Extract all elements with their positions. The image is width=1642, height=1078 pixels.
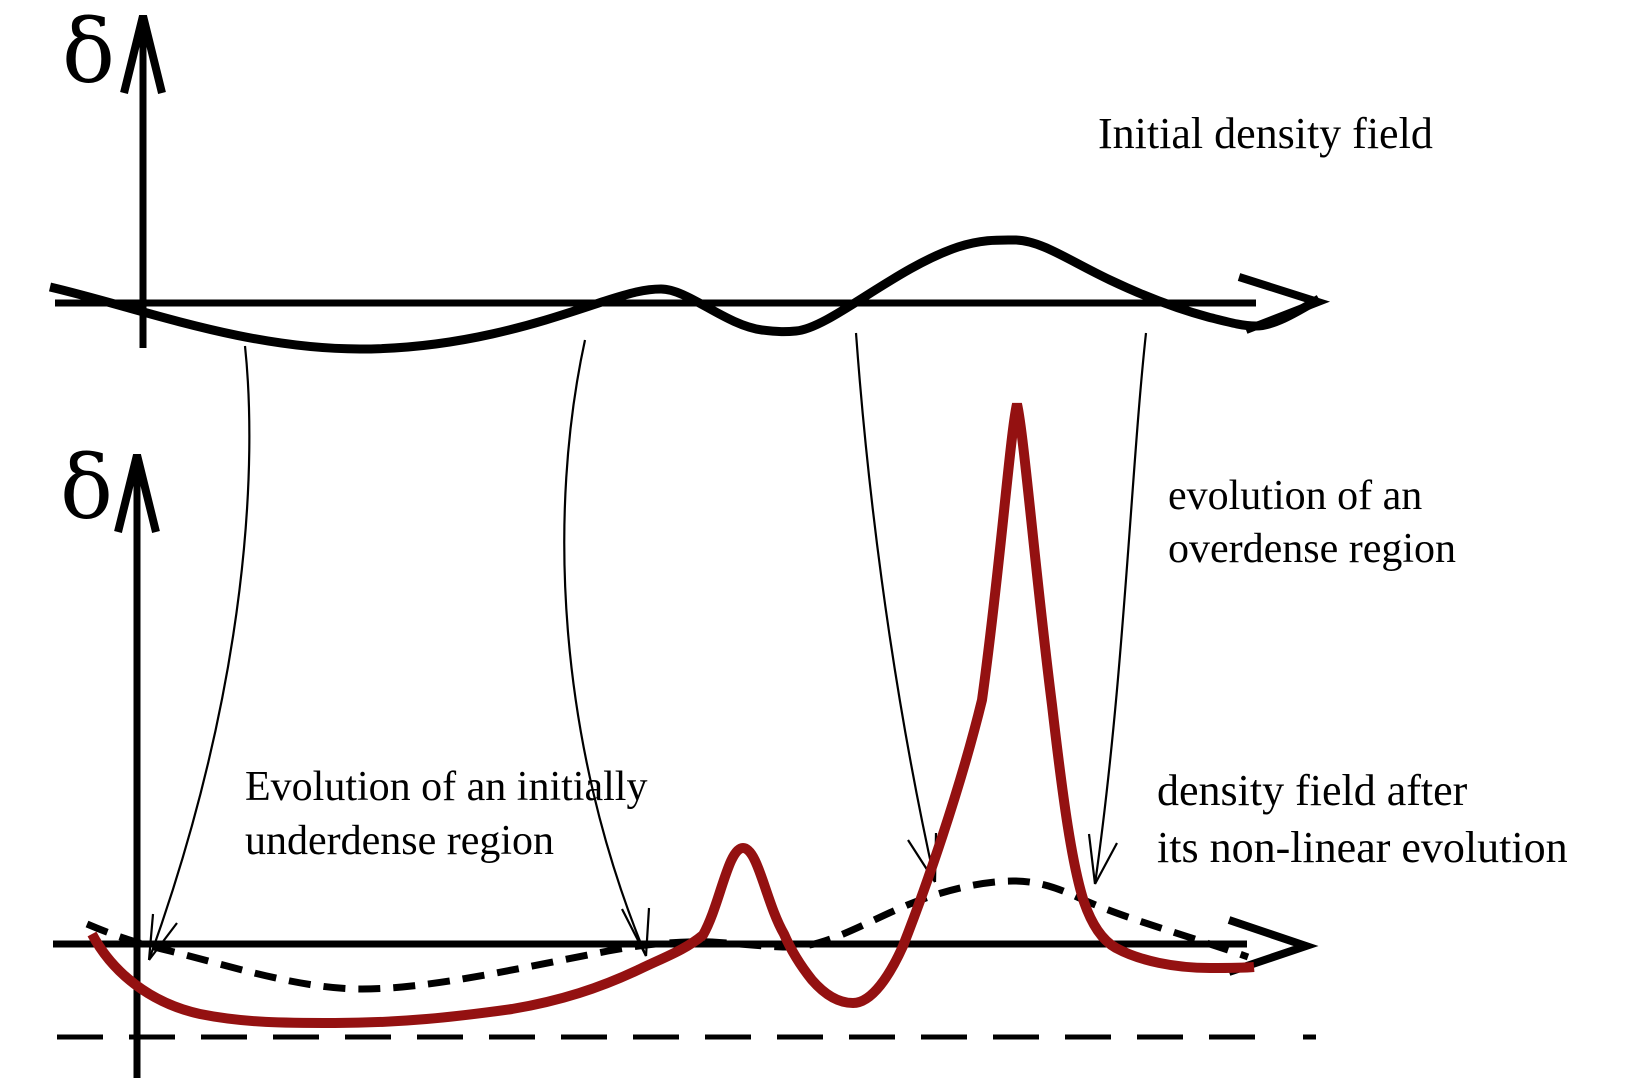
underdense-caption-line1: Evolution of an initially [245,764,647,810]
top-delta-axis-label: δ [62,0,115,103]
initial-density-curve [48,235,1322,354]
initial-density-caption: Initial density field [1098,109,1433,158]
flow-arrow-2 [563,339,648,957]
top-y-axis-arrowhead-icon [120,15,166,94]
linear-evolution-dashed-curve [85,877,1250,993]
flow-arrow-4-head-icon [1087,833,1118,885]
underdense-caption-line2: underdense region [245,818,554,864]
overdense-caption-line1: evolution of an [1168,473,1422,519]
bottom-y-axis-arrowhead-icon [114,454,160,533]
flow-arrow-4 [1093,332,1148,885]
nonlinear-caption-line1: density field after [1157,766,1468,815]
bottom-delta-axis-label: δ [60,436,113,539]
nonlinear-caption-line2: its non-linear evolution [1157,823,1568,872]
nonlinear-density-curve [87,402,1255,1029]
mapping-arrows [147,332,1148,961]
flow-arrow-1 [147,345,251,961]
top-plot: δ Initial density field [48,0,1433,354]
bottom-plot: δ Evolution of an initially underdense r… [53,402,1568,1078]
flow-arrow-3 [854,332,937,883]
overdense-caption-line2: overdense region [1168,526,1456,572]
bottom-x-axis-arrowhead-icon [1227,916,1319,976]
